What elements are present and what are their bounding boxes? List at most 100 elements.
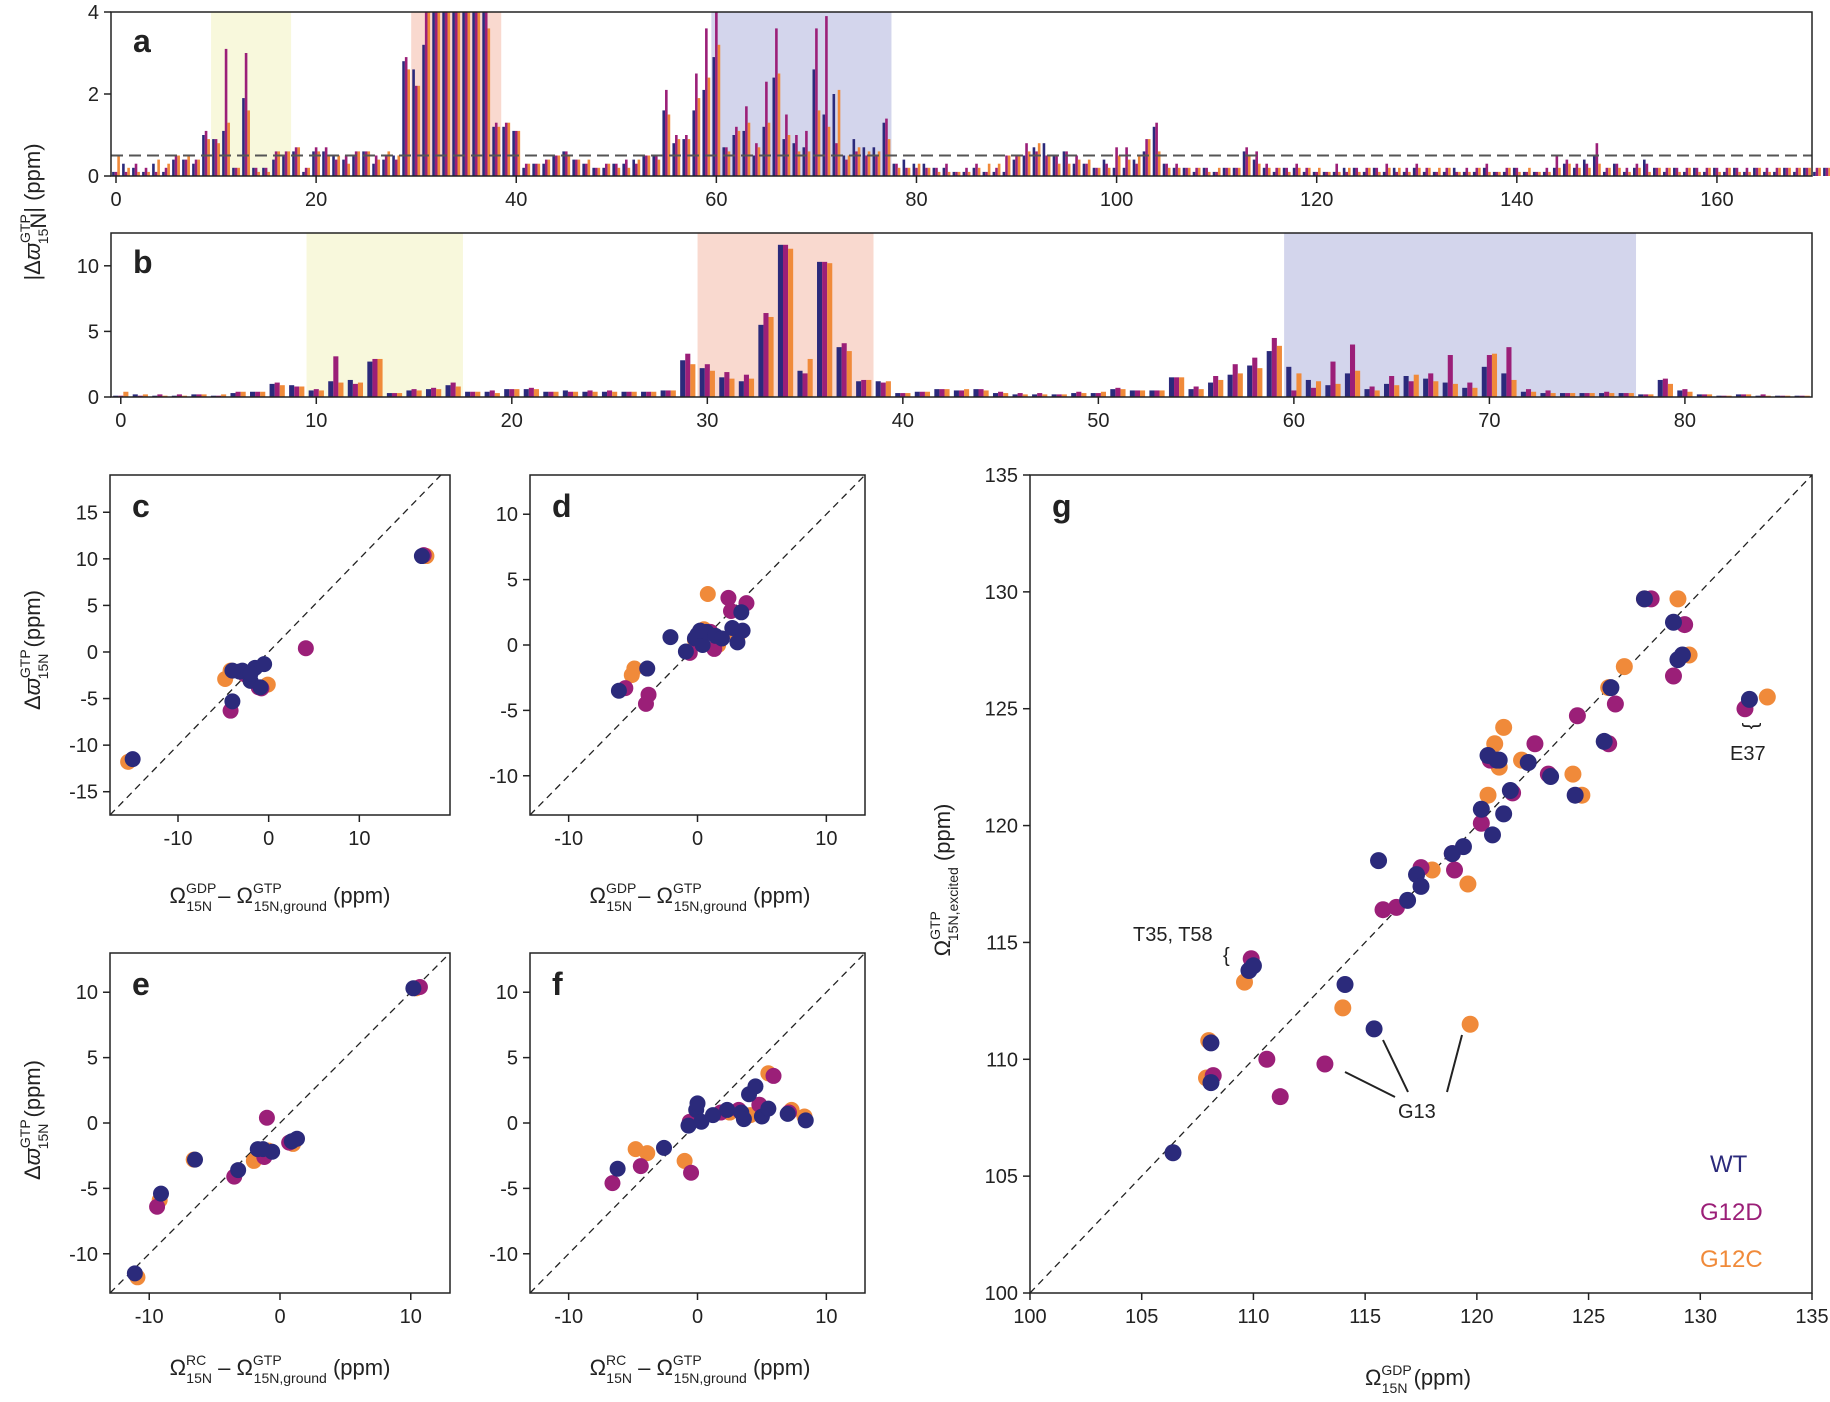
bar-g12c bbox=[577, 159, 581, 176]
y-tick-label: 10 bbox=[76, 982, 98, 1004]
point-wt bbox=[719, 1101, 736, 1118]
panel-b-bar-chart: 0 10 20 30 40 50 60 70 80 0 5 10 b bbox=[77, 232, 1813, 432]
bar-wt bbox=[1602, 171, 1606, 176]
bar-g12d bbox=[548, 391, 554, 397]
bar-wt bbox=[582, 163, 585, 176]
bar-g12d bbox=[865, 155, 868, 176]
bar-wt bbox=[1168, 377, 1175, 397]
bar-g12c bbox=[397, 393, 403, 397]
bar-g12d bbox=[1232, 364, 1238, 397]
bar-g12d bbox=[394, 159, 398, 176]
bar-g12c bbox=[1452, 383, 1458, 397]
bar-g12c bbox=[1159, 390, 1165, 397]
bar-g12c bbox=[885, 381, 891, 397]
bar-g12d bbox=[1056, 394, 1062, 397]
bar-g12c bbox=[837, 89, 841, 176]
point-wt bbox=[224, 662, 241, 679]
bar-g12d bbox=[414, 85, 418, 176]
bar-wt bbox=[1092, 167, 1096, 176]
bar-g12c bbox=[1247, 155, 1251, 176]
x-tick-label: 120 bbox=[1300, 189, 1333, 211]
bar-wt bbox=[1552, 167, 1556, 176]
bar-g12c bbox=[1589, 393, 1595, 397]
identity-line bbox=[109, 952, 451, 1294]
bar-g12c bbox=[1218, 379, 1224, 397]
bar-wt bbox=[1071, 393, 1077, 397]
bar-g12c bbox=[1207, 171, 1211, 176]
x-tick-label: 0 bbox=[115, 410, 126, 432]
x-tick-label: 10 bbox=[400, 1306, 422, 1328]
bar-wt bbox=[482, 12, 485, 176]
bar-g12d bbox=[587, 390, 593, 397]
bar-g12c bbox=[1588, 167, 1591, 176]
bar-wt bbox=[1332, 171, 1336, 176]
x-tick-label: 0 bbox=[274, 1306, 285, 1328]
bar-g12c bbox=[1027, 151, 1031, 176]
bar-g12d bbox=[1065, 151, 1068, 176]
bar-wt bbox=[1823, 167, 1826, 176]
bar-wt bbox=[642, 155, 646, 176]
bar-wt bbox=[1132, 159, 1136, 176]
point-g12c bbox=[1615, 658, 1633, 676]
bar-g12d bbox=[1445, 167, 1449, 176]
bar-g12d bbox=[1355, 167, 1359, 176]
bar-g12d bbox=[1205, 167, 1208, 176]
bar-g12d bbox=[594, 167, 598, 176]
bar-g12d bbox=[1291, 390, 1297, 397]
bar-g12d bbox=[1415, 163, 1419, 176]
bar-g12c bbox=[1668, 167, 1671, 176]
bar-wt bbox=[412, 69, 415, 176]
bar-wt bbox=[852, 139, 856, 176]
c-x-axis-label: ΩGDP 15N – ΩGTP 15N,ground (ppm) bbox=[170, 880, 391, 914]
bar-wt bbox=[1110, 389, 1116, 397]
bar-g12c bbox=[477, 12, 481, 176]
x-tick-label: 40 bbox=[892, 410, 914, 432]
bar-wt bbox=[425, 389, 432, 397]
point-g12d bbox=[258, 1109, 275, 1126]
x-tick-label: 100 bbox=[1013, 1306, 1046, 1328]
bar-g12c bbox=[987, 163, 991, 176]
bar-g12d bbox=[1115, 387, 1121, 397]
bar-g12c bbox=[907, 167, 911, 176]
bar-wt bbox=[392, 155, 395, 176]
bar-g12d bbox=[1486, 355, 1492, 397]
bar-g12d bbox=[1395, 171, 1399, 176]
bar-g12d bbox=[224, 48, 228, 176]
bar-g12d bbox=[1095, 167, 1098, 176]
bar-g12c bbox=[1798, 167, 1801, 176]
bar-wt bbox=[1252, 159, 1256, 176]
point-wt bbox=[1454, 838, 1472, 856]
bar-g12d bbox=[1428, 373, 1434, 397]
bar-wt bbox=[1212, 171, 1216, 176]
bar-wt bbox=[1262, 167, 1266, 176]
bar-g12c bbox=[287, 151, 291, 176]
bar-wt bbox=[1149, 390, 1155, 397]
bar-wt bbox=[523, 389, 529, 397]
y-tick-label: 120 bbox=[985, 816, 1018, 838]
bar-g12d bbox=[1662, 378, 1668, 397]
bar-wt bbox=[1663, 171, 1666, 176]
bar-g12d bbox=[524, 163, 528, 176]
bar-wt bbox=[934, 389, 940, 397]
bar-g12c bbox=[697, 98, 701, 176]
bar-g12c bbox=[877, 151, 881, 176]
bar-g12d bbox=[945, 163, 948, 176]
bar-g12c bbox=[387, 151, 391, 176]
f-x-axis-label: ΩRC 15N – ΩGTP 15N,ground (ppm) bbox=[590, 1352, 811, 1386]
bar-wt bbox=[1002, 171, 1006, 176]
bar-g12d bbox=[1005, 155, 1008, 176]
bar-wt bbox=[522, 167, 525, 176]
bar-g12c bbox=[917, 163, 921, 176]
bar-g12c bbox=[207, 139, 210, 176]
bar-wt bbox=[512, 130, 515, 176]
bar-wt bbox=[1632, 167, 1636, 176]
bar-g12d bbox=[1535, 171, 1539, 176]
point-wt bbox=[1399, 891, 1417, 909]
bar-g12d bbox=[514, 130, 518, 176]
bar-g12c bbox=[1198, 389, 1204, 397]
point-wt bbox=[1370, 852, 1388, 870]
bar-g12c bbox=[947, 171, 951, 176]
bar-wt bbox=[762, 126, 766, 176]
x-tick-label: 10 bbox=[815, 828, 837, 850]
point-wt bbox=[1740, 690, 1758, 708]
